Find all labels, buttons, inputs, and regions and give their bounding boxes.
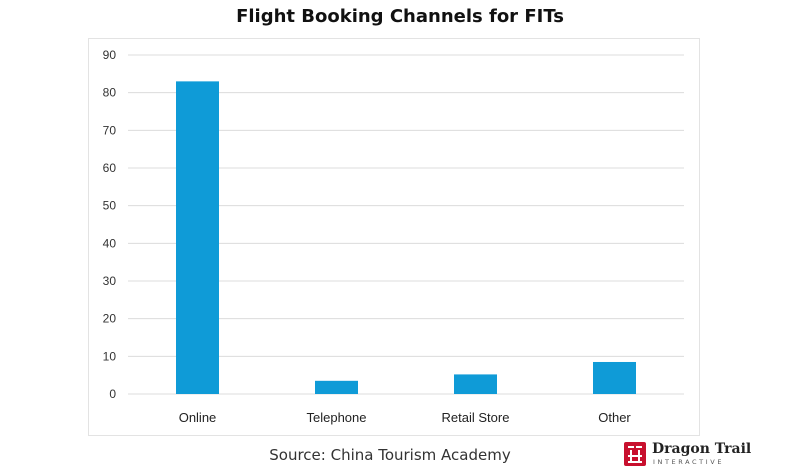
x-tick-label: Online	[179, 410, 217, 425]
y-tick-label: 90	[103, 48, 117, 62]
bar-other	[593, 361, 636, 394]
y-tick-label: 0	[109, 387, 116, 401]
y-tick-label: 80	[103, 86, 117, 100]
bar-chart: 0 10 20 30 40 50 60 70 80 90 Online Telephone Retai…	[103, 48, 684, 425]
y-axis-ticks: 0 10 20 30 40 50 60 70 80 90	[103, 48, 117, 401]
chart-title: Flight Booking Channels for FITs	[236, 6, 564, 27]
dragon-trail-logo: Dragon Trail INTERACTIVE	[624, 440, 794, 470]
bars	[176, 81, 636, 394]
bar-retail-store	[454, 374, 497, 394]
logo-subtitle: INTERACTIVE	[653, 458, 725, 466]
x-tick-label: Telephone	[307, 410, 367, 425]
y-tick-label: 60	[103, 161, 117, 175]
source-caption: Source: China Tourism Academy	[269, 446, 511, 464]
y-tick-label: 10	[103, 349, 117, 363]
x-tick-label: Retail Store	[442, 410, 510, 425]
y-tick-label: 70	[103, 123, 117, 137]
gridlines	[128, 54, 684, 395]
bar-telephone	[315, 380, 358, 394]
logo-name: Dragon Trail	[652, 441, 752, 457]
chart-frame	[88, 38, 700, 436]
x-axis-ticks: Online Telephone Retail Store Other	[179, 410, 632, 425]
logo-seal-icon	[624, 442, 646, 466]
y-tick-label: 20	[103, 312, 117, 326]
x-tick-label: Other	[598, 410, 631, 425]
y-tick-label: 50	[103, 199, 117, 213]
y-tick-label: 40	[103, 236, 117, 250]
y-tick-label: 30	[103, 274, 117, 288]
bar-online	[176, 81, 219, 394]
